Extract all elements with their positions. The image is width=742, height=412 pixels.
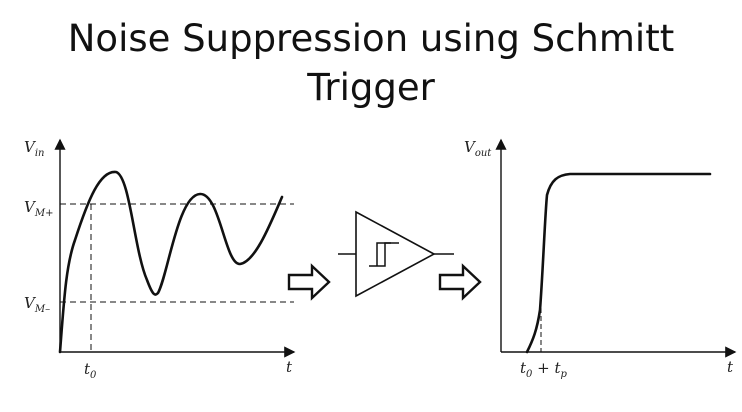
output-x-axis-label: t [727, 358, 734, 376]
input-plot: Vin VM+ VM– t0 t [24, 138, 296, 381]
t0-label: t0 [84, 360, 97, 381]
lower-threshold-label: VM– [24, 294, 50, 315]
slide-title: Noise Suppression using Schmitt Trigger [0, 14, 742, 112]
title-line-1: Noise Suppression using Schmitt [67, 17, 675, 60]
output-plot: Vout t0 + tp t [464, 138, 737, 380]
switch-time-label: t0 + tp [520, 359, 568, 380]
hysteresis-symbol-inner [376, 242, 391, 266]
trigger-triangle [355, 210, 436, 298]
hollow-right-arrow-icon [438, 263, 482, 301]
input-y-axis-label: Vin [24, 138, 44, 159]
output-signal-waveform [525, 172, 712, 354]
output-y-axis-label: Vout [464, 138, 492, 159]
input-x-axis-label: t [286, 358, 293, 376]
hollow-right-arrow-icon [287, 263, 331, 301]
title-line-2: Trigger [307, 66, 435, 109]
upper-threshold-label: VM+ [24, 198, 53, 219]
schmitt-trigger-buffer-icon [338, 210, 454, 298]
input-signal-waveform [58, 170, 284, 354]
